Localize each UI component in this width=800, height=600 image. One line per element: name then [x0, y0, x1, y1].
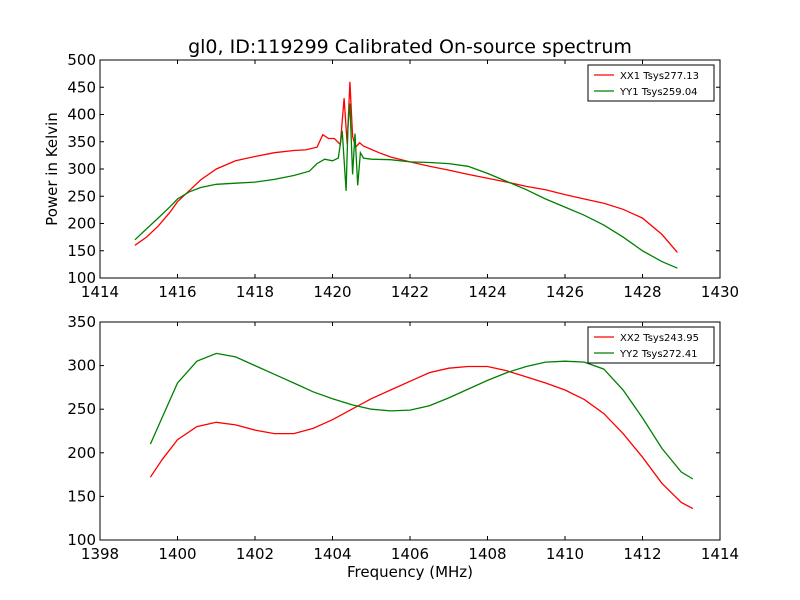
series-line-0	[149, 365, 694, 510]
legend-label-0: XX1 Tsys277.13	[620, 71, 699, 82]
x-tick-label: 1412	[623, 545, 661, 563]
legend-label-0: XX2 Tsys243.95	[620, 333, 699, 344]
x-tick-label: 1416	[158, 283, 196, 301]
y-axis-label: Power in Kelvin	[43, 112, 61, 226]
x-tick-label: 1398	[81, 545, 119, 563]
x-tick-label: 1400	[158, 545, 196, 563]
y-tick-label: 150	[67, 487, 96, 505]
y-tick-label: 250	[67, 187, 96, 205]
series-line-1	[134, 103, 678, 269]
plot-area: 1414 1416 1418 1420 1422 1424 1426 1428 1430 100 1…	[67, 51, 739, 301]
x-tick-label: 1402	[236, 545, 274, 563]
y-tick-label: 450	[67, 78, 96, 96]
y-tick-label: 150	[67, 242, 96, 260]
bottom-chart: Frequency (MHz) 1398 1400 1402 1404 1406 1408…	[67, 313, 739, 581]
y-tick-label: 300	[67, 160, 96, 178]
x-tick-label: 1414	[81, 283, 119, 301]
x-axis-label: Frequency (MHz)	[347, 563, 473, 581]
x-tick-label: 1420	[313, 283, 351, 301]
legend: XX1 Tsys277.13 YY1 Tsys259.04	[587, 64, 715, 102]
chart-title: gl0, ID:119299 Calibrated On-source spec…	[188, 36, 632, 58]
y-tick-label: 350	[67, 133, 96, 151]
series-line-0	[134, 81, 678, 253]
x-tick-label: 1410	[546, 545, 584, 563]
y-tick-label: 350	[67, 313, 96, 331]
x-tick-label: 1422	[391, 283, 429, 301]
x-tick-label: 1406	[391, 545, 429, 563]
y-tick-label: 300	[67, 357, 96, 375]
x-tick-label: 1418	[236, 283, 274, 301]
x-tick-label: 1414	[701, 545, 739, 563]
legend-box	[587, 326, 715, 364]
plot-area: 1398 1400 1402 1404 1406 1408 1410 1412 1414 100 1…	[67, 313, 739, 563]
x-tick-label: 1408	[468, 545, 506, 563]
legend-label-1: YY1 Tsys259.04	[619, 87, 698, 98]
series-line-1	[149, 352, 694, 480]
legend-label-1: YY2 Tsys272.41	[619, 349, 698, 360]
legend: XX2 Tsys243.95 YY2 Tsys272.41	[587, 326, 715, 364]
top-chart: gl0, ID:119299 Calibrated On-source spec…	[43, 36, 739, 301]
y-tick-label: 100	[67, 269, 96, 287]
y-tick-label: 200	[67, 444, 96, 462]
y-tick-label: 400	[67, 106, 96, 124]
y-tick-label: 250	[67, 400, 96, 418]
y-tick-label: 500	[67, 51, 96, 69]
x-tick-label: 1430	[701, 283, 739, 301]
x-tick-label: 1424	[468, 283, 506, 301]
legend-box	[587, 64, 715, 102]
y-tick-label: 100	[67, 531, 96, 549]
x-tick-label: 1426	[546, 283, 584, 301]
x-tick-label: 1404	[313, 545, 351, 563]
x-tick-label: 1428	[623, 283, 661, 301]
y-tick-label: 200	[67, 215, 96, 233]
